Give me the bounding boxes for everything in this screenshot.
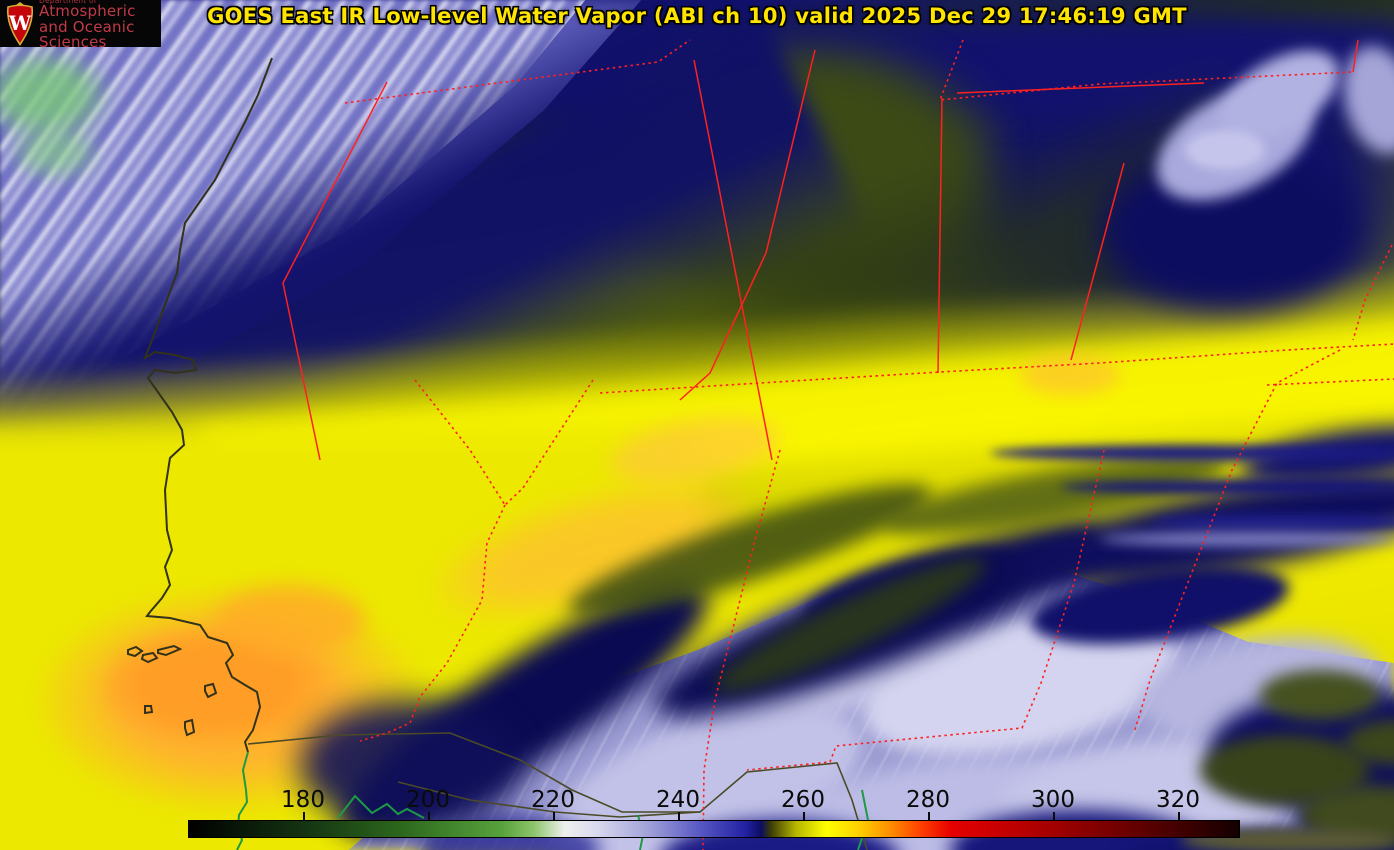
- state-border-solid: [282, 81, 388, 461]
- island-outline: [140, 651, 159, 664]
- temperature-colorbar: 180 200 220 240 260 280 300 320: [188, 787, 1240, 838]
- crest-letter: W: [8, 11, 32, 35]
- colorbar-tick-label: 280: [906, 787, 950, 813]
- state-border-dotted: [938, 39, 1354, 101]
- state-border-dotted: [1134, 349, 1341, 731]
- texture-blob: [1020, 355, 1120, 395]
- colorbar-tick-label: 240: [656, 787, 700, 813]
- state-border-dotted: [599, 343, 1394, 394]
- colorbar-tick-label: 300: [1031, 787, 1075, 813]
- colorbar-tick: [303, 812, 305, 820]
- state-border-dotted: [1266, 378, 1394, 386]
- logo-line1: Atmospheric: [39, 2, 136, 21]
- state-border-solid: [937, 97, 943, 374]
- colorbar-tick-label: 220: [531, 787, 575, 813]
- image-title: GOES East IR Low-level Water Vapor (ABI …: [207, 4, 1187, 28]
- coastline-path: [143, 57, 273, 753]
- logo-dept-label: Department of: [39, 0, 97, 5]
- island-outline: [157, 644, 183, 657]
- colorbar-tick: [928, 812, 930, 820]
- state-border-solid: [679, 49, 816, 401]
- texture-blob: [215, 585, 365, 655]
- inland-border: [247, 732, 868, 850]
- texture-blob: [10, 125, 100, 180]
- water-coastline-green: [337, 794, 425, 819]
- island-outline: [184, 718, 196, 737]
- state-border-dotted: [414, 379, 506, 506]
- colorbar-tick-label: 180: [281, 787, 325, 813]
- state-border-solid: [1352, 39, 1359, 73]
- texture-blob: [990, 445, 1394, 461]
- logo-line2: and Oceanic Sciences: [39, 17, 135, 51]
- texture-blob: [1060, 480, 1394, 494]
- colorbar-tick: [553, 812, 555, 820]
- colorbar-tick: [428, 812, 430, 820]
- state-border-dotted: [702, 449, 781, 850]
- uw-crest-icon: W: [6, 1, 34, 46]
- texture-blob: [1185, 130, 1265, 170]
- state-border-dotted: [344, 39, 691, 104]
- state-border-dotted: [746, 449, 1105, 771]
- colorbar-tick-label: 260: [781, 787, 825, 813]
- state-border-solid: [1070, 162, 1125, 361]
- colorbar-tick: [803, 812, 805, 820]
- texture-blob: [1260, 670, 1380, 720]
- texture-blob: [1100, 532, 1394, 546]
- state-border-dotted: [504, 379, 594, 506]
- colorbar-tick-label: 320: [1156, 787, 1200, 813]
- colorbar-tick: [1178, 812, 1180, 820]
- state-border-solid: [693, 59, 773, 461]
- island-outline: [127, 645, 144, 658]
- inland-border: [397, 781, 701, 818]
- state-border-dotted: [1352, 244, 1393, 341]
- state-border-solid: [956, 82, 1205, 94]
- colorbar-tick-label: 200: [406, 787, 450, 813]
- state-border-dotted: [359, 504, 506, 742]
- island-outline: [144, 705, 154, 715]
- logo-text: Department of Atmospheric and Oceanic Sc…: [39, 0, 161, 50]
- colorbar-tick: [678, 812, 680, 820]
- uw-aos-logo: W Department of Atmospheric and Oceanic …: [0, 0, 161, 50]
- island-outline: [204, 682, 218, 699]
- colorbar-tick: [1053, 812, 1055, 820]
